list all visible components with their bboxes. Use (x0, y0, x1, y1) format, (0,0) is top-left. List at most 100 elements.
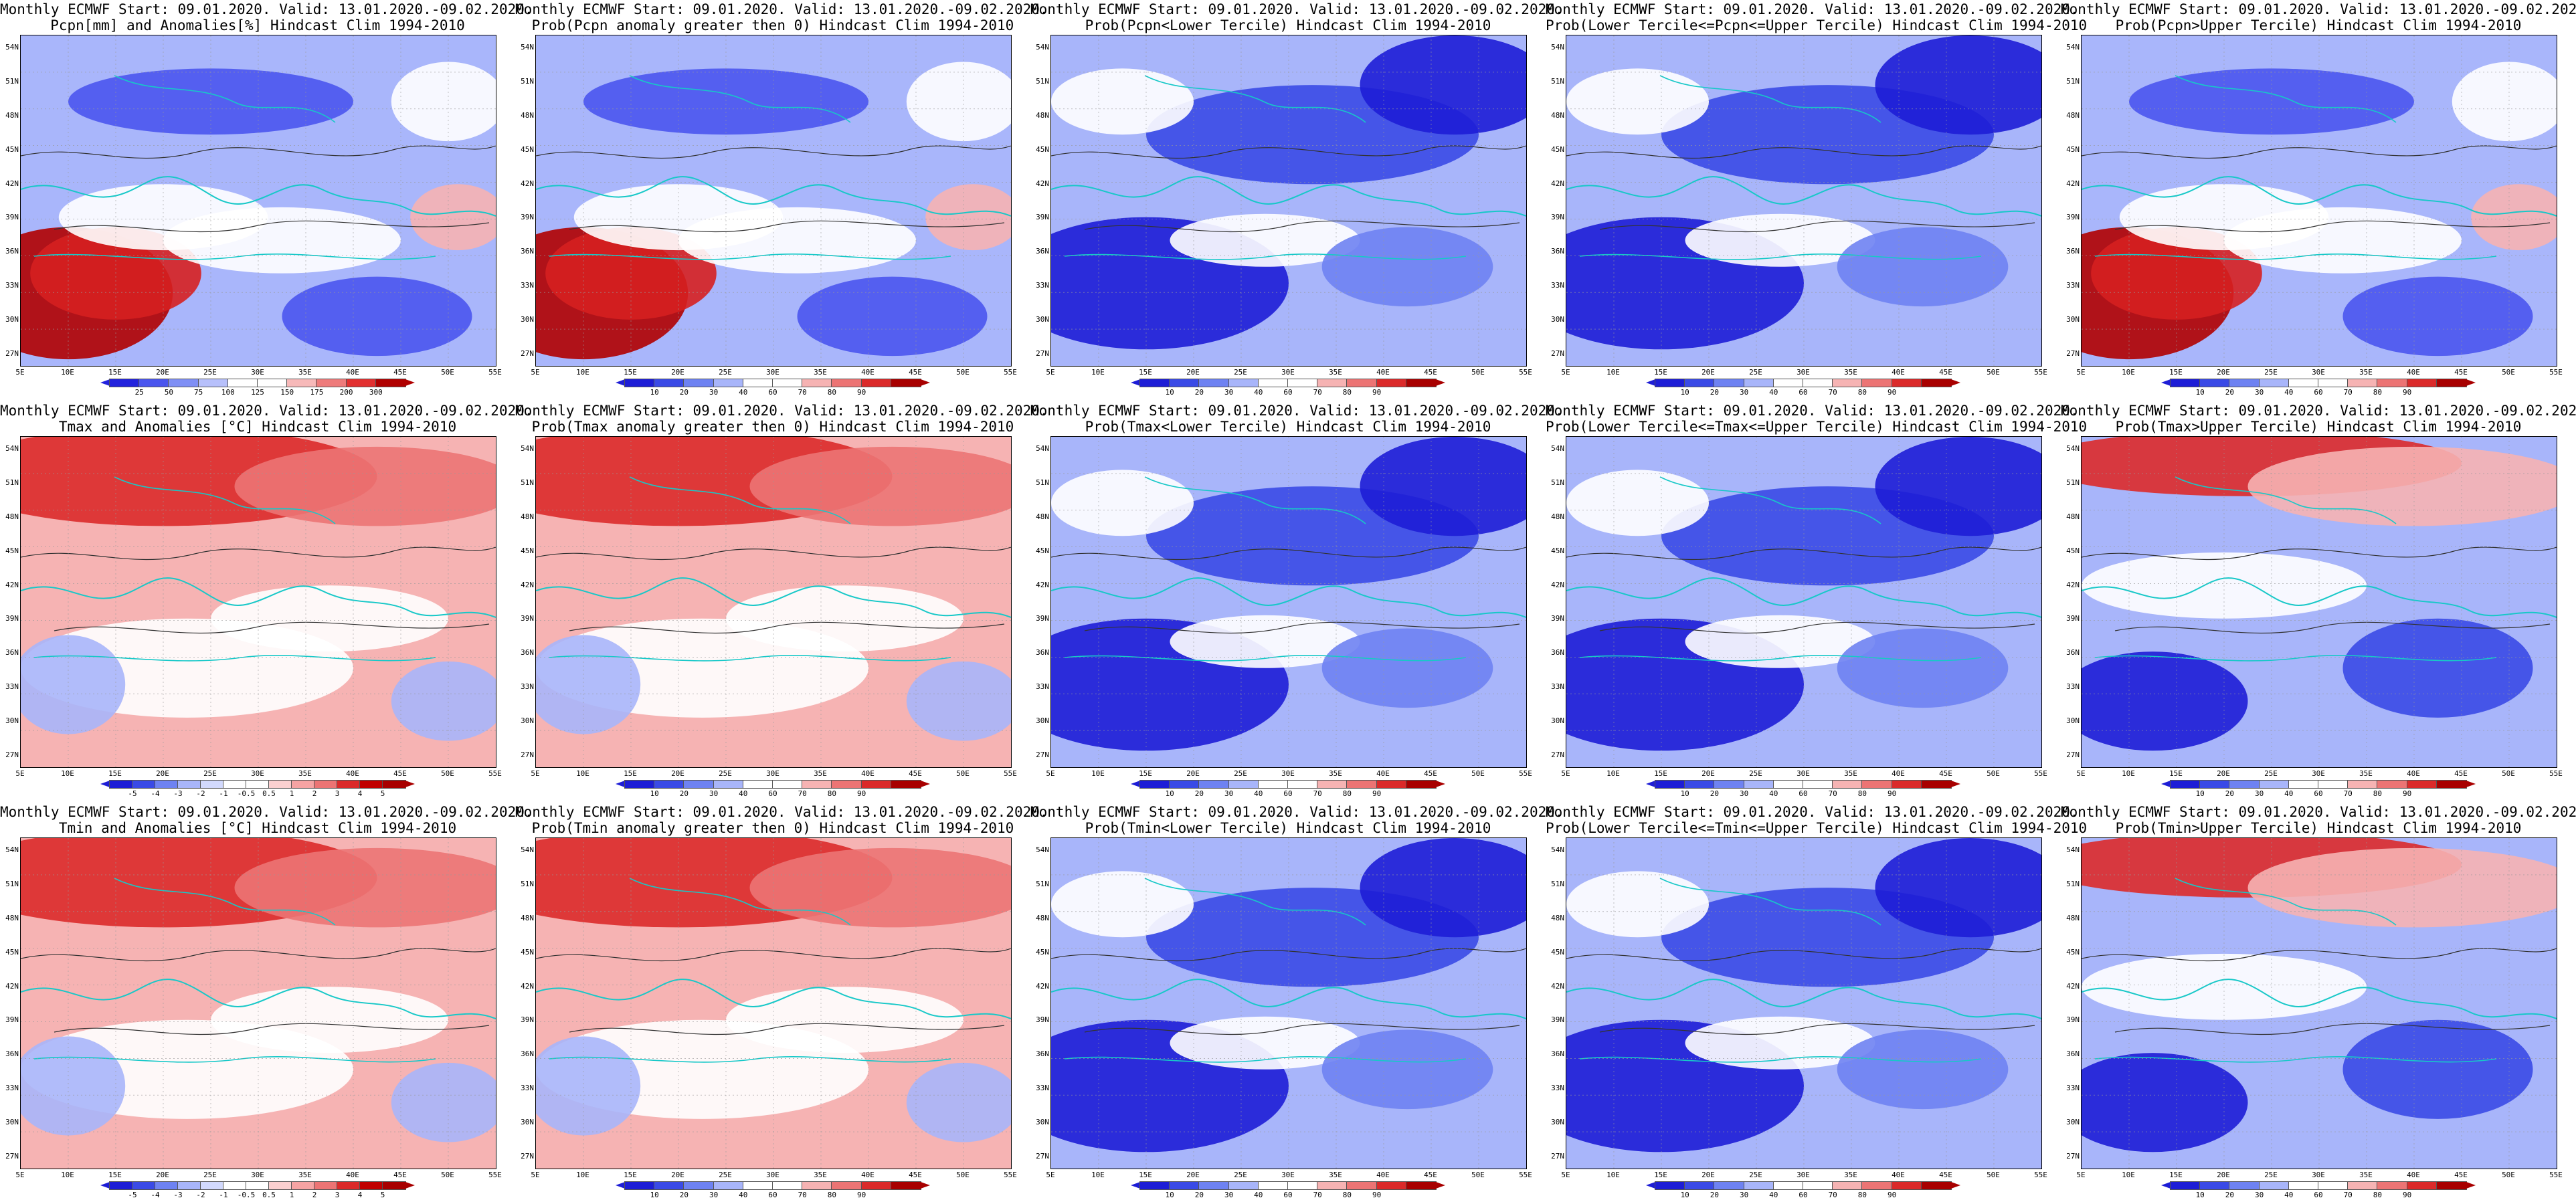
latitude-label: 51N (521, 879, 534, 888)
colorbar-tick-label: 10 (1680, 1191, 1689, 1199)
colorbar-segment (345, 379, 377, 387)
latitude-label: 36N (521, 648, 534, 658)
colorbar-segment (257, 379, 288, 387)
colorbar-tick-label: 20 (1194, 789, 1204, 798)
shaded-region (1837, 1029, 2009, 1110)
colorbar-low-arrow (1131, 379, 1140, 386)
shaded-region (906, 661, 1011, 741)
coastline (1144, 878, 1366, 926)
latitude-label: 30N (2066, 716, 2080, 726)
shaded-region (1566, 68, 1709, 135)
shaded-region (1321, 1029, 1493, 1110)
colorbar-segment (1772, 1181, 1805, 1190)
coastline (21, 979, 496, 1019)
longitude-label: 55E (488, 769, 502, 778)
colorbar-segment (2229, 780, 2260, 789)
latitude-label: 45N (1036, 947, 1049, 957)
longitude-label: 20E (156, 368, 169, 377)
colorbar-segment (1861, 1181, 1893, 1190)
coastline (21, 577, 496, 618)
colorbar-segment (246, 780, 270, 789)
latitude-label: 48N (1551, 913, 1564, 922)
longitude-label: 35E (814, 368, 827, 377)
colorbar (616, 780, 931, 789)
latitude-label: 36N (1551, 648, 1564, 658)
colorbar-segment (1891, 1181, 1922, 1190)
latitude-label: 33N (1036, 682, 1049, 692)
longitude-label: 10E (1606, 368, 1620, 377)
latitude-label: 33N (1551, 1084, 1564, 1093)
latitude-label: 42N (1551, 179, 1564, 188)
longitude-label: 20E (671, 368, 684, 377)
panel-title-line1: Monthly ECMWF Start: 09.01.2020. Valid: … (515, 1, 1048, 17)
shaded-region (536, 635, 641, 734)
shaded-region (1685, 1016, 1875, 1070)
colorbar-tick-label: 80 (1857, 388, 1867, 397)
colorbar-segment (1743, 780, 1774, 789)
forecast-map (1566, 838, 2041, 1169)
latitude-label: 30N (521, 1118, 534, 1127)
contour-line (1084, 1023, 1520, 1035)
longitude-label: 50E (956, 1171, 970, 1179)
colorbar-tick-label: 100 (221, 388, 235, 397)
shaded-region (2082, 651, 2248, 751)
forecast-map (2082, 838, 2557, 1169)
colorbar-tick-label: 175 (310, 388, 324, 397)
colorbar (100, 379, 416, 387)
colorbar-tick-label: 30 (709, 789, 719, 798)
colorbar (2161, 780, 2476, 789)
colorbar-low-arrow (1131, 1182, 1140, 1189)
colorbar-segment (223, 780, 247, 789)
colorbar-segment (890, 379, 922, 387)
colorbar-segment (1287, 1181, 1319, 1190)
longitude-label: 15E (624, 368, 637, 377)
longitude-label: 10E (576, 769, 589, 778)
shaded-region (797, 276, 988, 357)
longitude-label: 45E (1939, 769, 1952, 778)
map-frame (535, 35, 1012, 367)
forecast-map (1566, 35, 2041, 366)
colorbar-tick-label: 1 (289, 1191, 294, 1199)
map-panel: Monthly ECMWF Start: 09.01.2020. Valid: … (0, 803, 533, 1204)
colorbar-segment (316, 379, 347, 387)
colorbar-segment (772, 379, 804, 387)
longitude-label: 55E (2549, 1171, 2563, 1179)
colorbar-segment (1743, 379, 1774, 387)
map-frame (2081, 436, 2557, 768)
colorbar-segment (1376, 1181, 1407, 1190)
colorbar-tick-label: 90 (2402, 388, 2412, 397)
shaded-region (906, 62, 1011, 142)
colorbar-ticks: -5 -4 -3 -2 -1 -0.5 0.5 1 2 3 4 5 (110, 789, 405, 799)
longitude-label: 45E (909, 368, 922, 377)
contour-line (2114, 621, 2551, 634)
contour-line (569, 220, 1005, 233)
latitude-label: 45N (2066, 144, 2080, 154)
colorbar-ticks: 10 20 30 40 60 70 80 90 (2171, 388, 2466, 397)
shaded-region (282, 276, 472, 357)
longitude-label: 40E (346, 1171, 359, 1179)
colorbar-tick-label: 4 (357, 1191, 363, 1199)
colorbar-tick-label: 30 (1739, 1191, 1749, 1199)
colorbar (100, 1181, 415, 1190)
colorbar-tick-label: 20 (1710, 789, 1720, 798)
colorbar-segment (1317, 379, 1348, 387)
longitude-label: 40E (2407, 1171, 2420, 1179)
colorbar-tick-label: 30 (1224, 789, 1234, 798)
colorbar-segment (108, 379, 141, 387)
colorbar-tick-label: 80 (1342, 789, 1352, 798)
colorbar-segment (1198, 379, 1230, 387)
coastline (1659, 878, 1881, 926)
longitude-label: 45E (2454, 368, 2468, 377)
shaded-region (391, 661, 496, 741)
colorbar-tick-label: 30 (2254, 1191, 2264, 1199)
contour-line (569, 621, 1005, 634)
colorbar-segment (683, 379, 715, 387)
latitude-label: 27N (1036, 1152, 1049, 1161)
latitude-label: 42N (5, 179, 19, 188)
shaded-region (1875, 437, 2041, 536)
colorbar-segment (1832, 780, 1863, 789)
latitude-label: 42N (2066, 580, 2080, 589)
colorbar (1131, 1181, 1446, 1190)
colorbar-tick-label: 60 (2314, 388, 2323, 397)
colorbar-segment (624, 1181, 656, 1190)
